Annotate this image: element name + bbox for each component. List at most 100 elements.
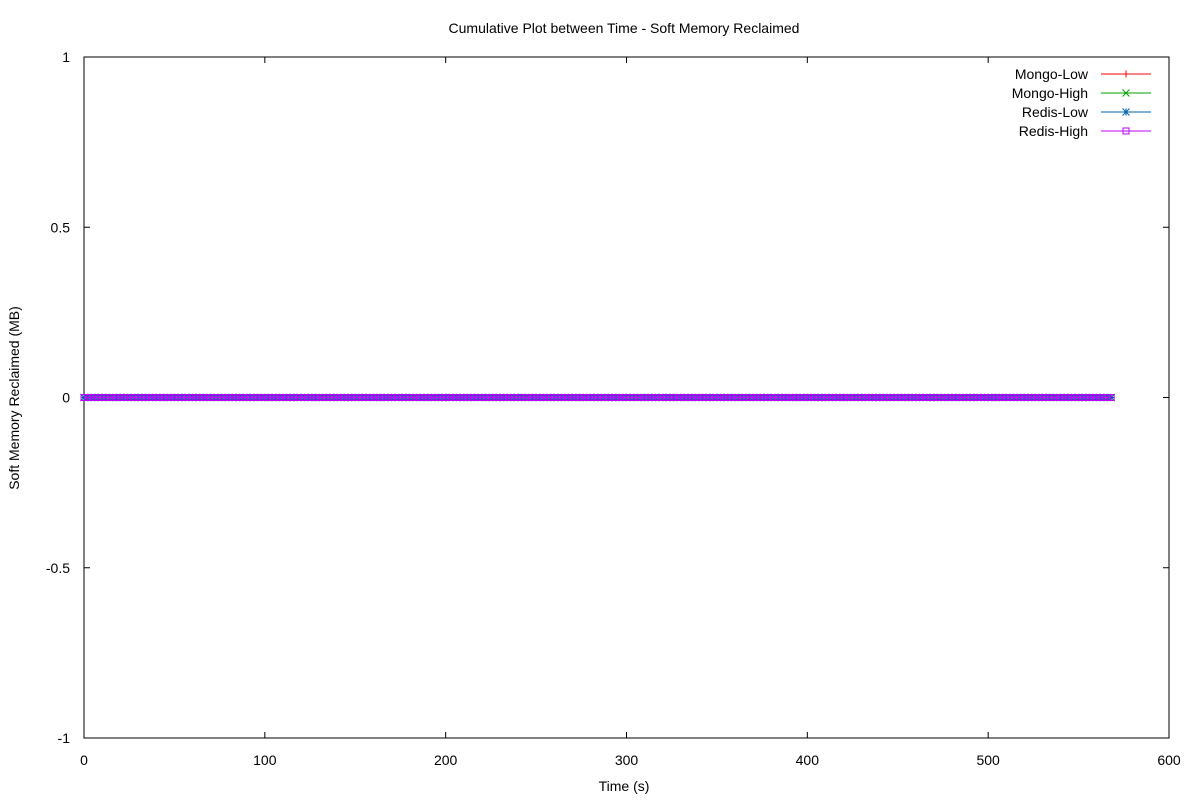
data-point <box>557 394 565 401</box>
data-point <box>1104 394 1112 401</box>
legend-item: Redis-High <box>1019 123 1151 139</box>
data-point <box>962 394 970 401</box>
data-point <box>351 394 359 401</box>
data-point <box>301 394 309 401</box>
data-point <box>539 394 547 401</box>
data-point <box>275 394 283 401</box>
data-point <box>796 394 804 401</box>
data-point <box>510 394 518 401</box>
x-tick-label: 200 <box>434 752 458 768</box>
x-tick-label: 500 <box>976 752 1000 768</box>
data-point <box>478 394 486 401</box>
data-point <box>113 394 121 401</box>
data-point <box>742 394 750 401</box>
data-point <box>749 394 757 401</box>
data-point <box>1067 394 1075 401</box>
data-point <box>377 394 385 401</box>
data-point <box>420 394 428 401</box>
data-point <box>926 394 934 401</box>
data-point <box>1038 394 1046 401</box>
data-point <box>923 394 931 401</box>
data-point <box>760 394 768 401</box>
data-point <box>333 394 341 401</box>
data-point <box>203 394 211 401</box>
data-point <box>178 394 186 401</box>
data-point <box>1035 394 1043 401</box>
data-point <box>604 394 612 401</box>
data-point <box>427 394 435 401</box>
data-point <box>1096 394 1104 401</box>
data-point <box>138 394 146 401</box>
data-point <box>919 394 927 401</box>
data-point <box>1082 394 1090 401</box>
data-point <box>937 394 945 401</box>
data-point <box>293 394 301 401</box>
data-point <box>254 394 262 401</box>
data-point <box>185 394 193 401</box>
data-point <box>543 394 551 401</box>
data-point <box>934 394 942 401</box>
data-point <box>257 394 265 401</box>
data-point <box>1028 394 1036 401</box>
data-point <box>814 394 822 401</box>
data-point <box>959 394 967 401</box>
data-point <box>713 394 721 401</box>
data-point <box>756 394 764 401</box>
data-point <box>832 394 840 401</box>
data-point <box>149 394 157 401</box>
data-point <box>771 394 779 401</box>
data-point <box>981 394 989 401</box>
legend-marker <box>1122 89 1130 97</box>
data-point <box>840 394 847 401</box>
legend-marker <box>1122 108 1130 116</box>
data-point <box>413 394 421 401</box>
data-point <box>109 394 117 401</box>
data-point <box>424 394 432 401</box>
data-point <box>908 394 916 401</box>
data-point <box>514 394 522 401</box>
data-point <box>666 394 674 401</box>
data-point <box>442 394 450 401</box>
data-point <box>134 394 142 401</box>
data-point <box>337 394 345 401</box>
data-point <box>565 394 573 401</box>
data-point <box>1002 394 1010 401</box>
data-point <box>803 394 811 401</box>
data-point <box>460 394 468 401</box>
data-point <box>619 394 627 401</box>
data-point <box>753 394 761 401</box>
data-point <box>84 394 92 401</box>
data-point <box>547 394 555 401</box>
legend-label: Mongo-High <box>1012 85 1088 101</box>
data-point <box>887 394 895 401</box>
data-point <box>575 394 583 401</box>
data-point <box>890 394 898 401</box>
data-point <box>720 394 728 401</box>
legend-label: Redis-High <box>1019 123 1088 139</box>
data-point <box>850 394 858 401</box>
data-point <box>373 394 381 401</box>
data-point <box>214 394 222 401</box>
data-point <box>651 394 659 401</box>
data-point <box>228 394 236 401</box>
data-point <box>745 394 753 401</box>
data-point <box>474 394 482 401</box>
data-point <box>1085 394 1093 401</box>
data-point <box>709 394 717 401</box>
data-point <box>246 394 254 401</box>
data-point <box>789 394 797 401</box>
data-point <box>449 394 457 401</box>
data-point <box>1057 394 1064 401</box>
data-point <box>944 394 952 401</box>
data-point <box>1020 394 1028 401</box>
data-point <box>528 394 536 401</box>
data-point <box>670 394 678 401</box>
legend-item: Mongo-Low <box>1015 66 1151 82</box>
y-tick-label: 0 <box>62 390 70 406</box>
data-point <box>550 394 558 401</box>
data-point <box>774 394 782 401</box>
data-point <box>1053 394 1061 401</box>
data-point <box>456 394 464 401</box>
data-point <box>977 394 985 401</box>
